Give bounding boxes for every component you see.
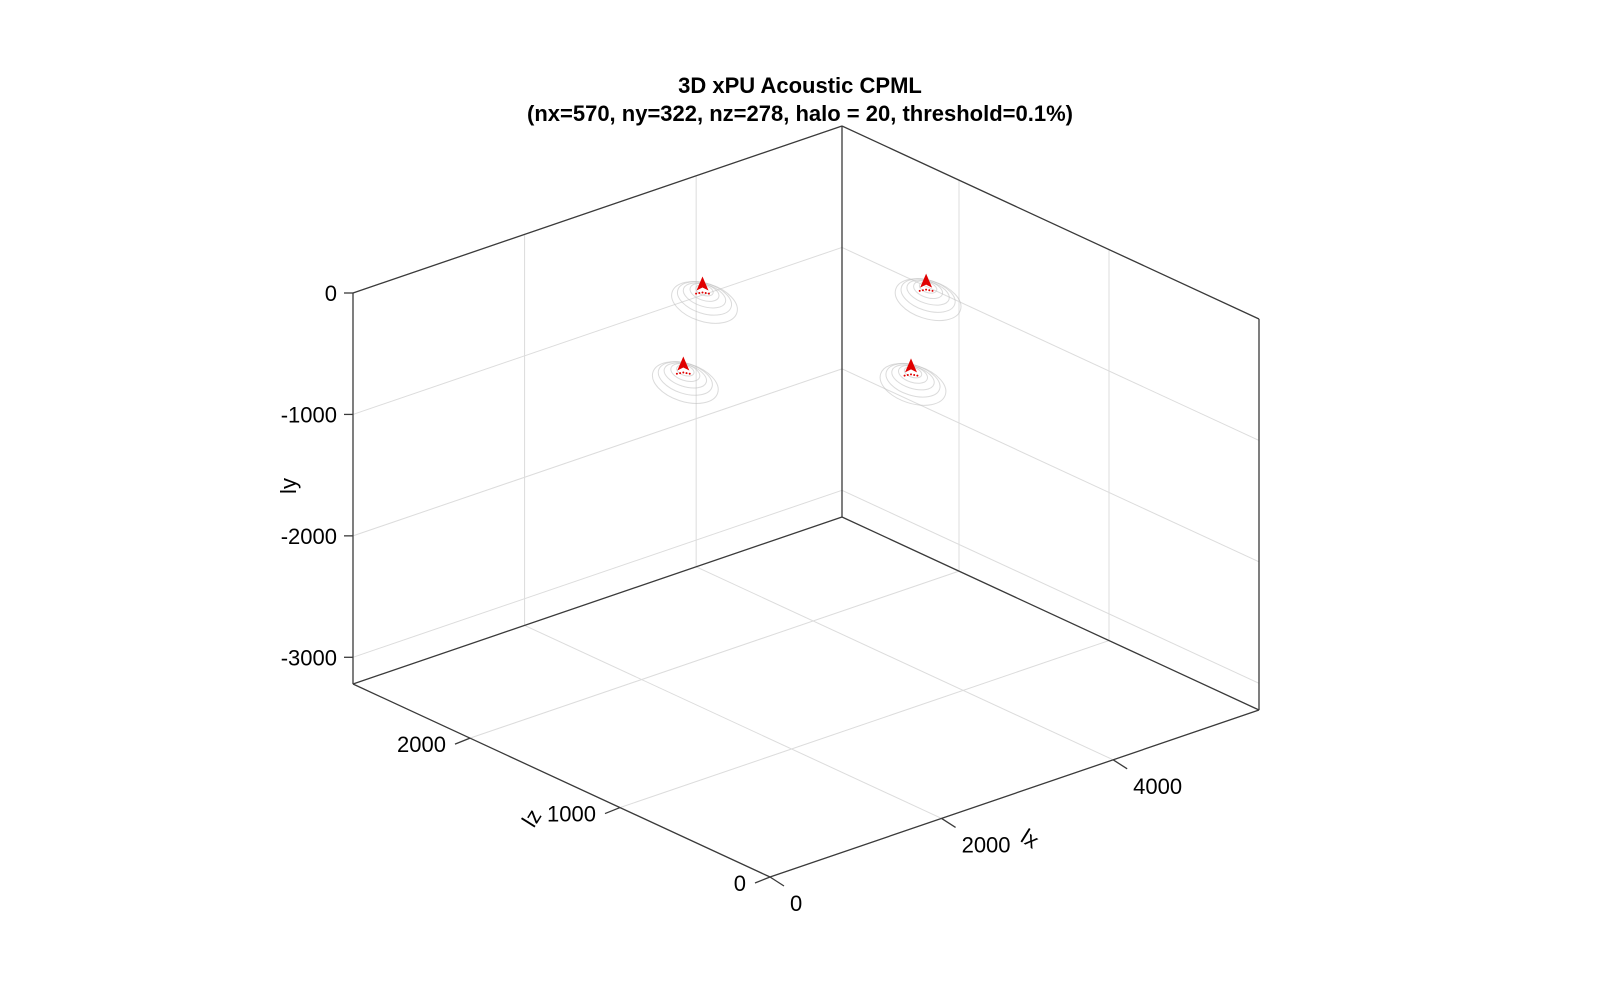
source-speck	[918, 289, 921, 292]
floor-grid-line	[469, 570, 960, 739]
source-marker	[677, 356, 690, 371]
grid-lines	[352, 125, 1260, 878]
source-speck	[682, 371, 685, 374]
z-tick-mark	[754, 876, 771, 884]
source-speck	[704, 292, 707, 295]
source-speck	[685, 372, 688, 375]
isosurface-ring	[900, 278, 956, 313]
isosurface-ring	[689, 283, 720, 302]
axes-box-edge	[352, 516, 843, 685]
floor-grid-line	[695, 566, 1114, 761]
back-wall-grid-line	[352, 489, 843, 658]
x-tick-label: 4000	[1133, 774, 1182, 799]
z-tick-label: 0	[734, 871, 746, 896]
isosurface-ring	[670, 363, 701, 382]
y-axis-label: ly	[276, 478, 301, 494]
z-tick-mark	[604, 806, 621, 815]
isosurface-ring	[885, 363, 941, 398]
isosurface-ring	[657, 361, 713, 396]
source-speck	[675, 372, 678, 375]
side-wall-grid-line	[841, 368, 1260, 563]
back-wall-grid-line	[352, 368, 843, 537]
z-axis-label: lz	[517, 805, 547, 832]
z-tick-label: 1000	[547, 802, 596, 827]
wave-source-point	[651, 356, 719, 404]
y-tick-label: 0	[325, 281, 337, 306]
source-speck	[698, 292, 701, 295]
source-speck	[921, 289, 924, 292]
chart-title: 3D xPU Acoustic CPML	[678, 73, 922, 98]
source-speck	[906, 373, 909, 376]
source-speck	[695, 292, 698, 295]
wave-source-point	[671, 276, 738, 324]
source-speck	[688, 372, 691, 375]
y-tick-label: -3000	[281, 645, 337, 670]
z-tick-mark	[454, 737, 471, 745]
x-axis-label: lx	[1017, 824, 1044, 854]
x-tick-mark	[769, 876, 785, 887]
axes-box-edge	[841, 125, 1260, 320]
axes-box-edge	[769, 709, 1260, 878]
source-marker	[696, 276, 709, 291]
y-tick-label: -2000	[281, 524, 337, 549]
floor-grid-line	[619, 640, 1110, 809]
source-speck	[903, 374, 906, 377]
source-speck	[925, 288, 928, 291]
data-points	[651, 273, 962, 406]
isosurface-ring	[676, 281, 733, 316]
source-speck	[931, 289, 934, 292]
isosurface-ring	[913, 280, 944, 300]
z-tick-label: 2000	[397, 732, 446, 757]
source-speck	[707, 292, 710, 295]
isosurface-ring	[898, 364, 928, 384]
side-wall-grid-line	[841, 246, 1260, 441]
axes-box	[352, 125, 1260, 878]
source-speck	[679, 372, 682, 375]
back-wall-grid-line	[352, 246, 843, 415]
source-speck	[928, 289, 931, 292]
axes-box-edge	[841, 516, 1260, 711]
source-speck	[701, 291, 704, 294]
source-speck	[916, 374, 919, 377]
side-wall-grid-line	[841, 489, 1260, 684]
x-tick-label: 0	[790, 891, 802, 916]
x-tick-mark	[941, 817, 956, 828]
x-tick-label: 2000	[962, 832, 1011, 857]
source-speck	[913, 373, 916, 376]
wave-source-point	[894, 273, 962, 322]
x-tick-mark	[1112, 759, 1128, 770]
axes-box-edge	[352, 125, 843, 294]
source-marker	[905, 358, 917, 373]
wave-source-point	[879, 358, 947, 406]
source-speck	[910, 373, 912, 376]
chart-subtitle: (nx=570, ny=322, nz=278, halo = 20, thre…	[527, 101, 1073, 126]
floor-grid-line	[524, 624, 942, 819]
axes-box-edge	[352, 683, 771, 878]
y-tick-label: -1000	[281, 402, 337, 427]
axis-ticks: 0 -1000 -2000 -3000 0 1000 2000 0 2000 4000	[281, 281, 1182, 916]
source-marker	[920, 273, 933, 288]
